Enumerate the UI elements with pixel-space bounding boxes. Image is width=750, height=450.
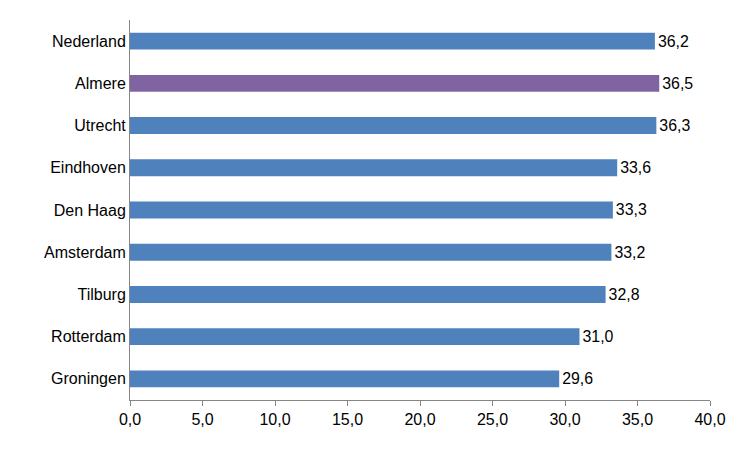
svg-text:30,0: 30,0 [549,411,580,428]
svg-text:Rotterdam: Rotterdam [51,328,126,345]
svg-text:Nederland: Nederland [52,33,126,50]
svg-text:36,3: 36,3 [659,117,690,134]
svg-text:32,8: 32,8 [609,286,640,303]
svg-text:Eindhoven: Eindhoven [50,159,126,176]
svg-text:5,0: 5,0 [191,411,213,428]
svg-text:Den Haag: Den Haag [54,202,126,219]
svg-text:35,0: 35,0 [622,411,653,428]
svg-text:36,5: 36,5 [662,75,693,92]
svg-text:40,0: 40,0 [694,411,725,428]
svg-text:29,6: 29,6 [562,370,593,387]
svg-text:0,0: 0,0 [119,411,141,428]
svg-text:Tilburg: Tilburg [77,286,125,303]
svg-text:Amsterdam: Amsterdam [44,244,126,261]
svg-text:Utrecht: Utrecht [74,117,126,134]
svg-text:33,2: 33,2 [614,244,645,261]
svg-text:31,0: 31,0 [583,328,614,345]
svg-text:33,6: 33,6 [620,159,651,176]
svg-text:15,0: 15,0 [332,411,363,428]
svg-text:33,3: 33,3 [616,201,647,218]
svg-text:20,0: 20,0 [404,411,435,428]
svg-text:36,2: 36,2 [658,33,689,50]
svg-text:25,0: 25,0 [477,411,508,428]
svg-text:Almere: Almere [75,75,126,92]
svg-text:Groningen: Groningen [51,370,126,387]
svg-text:10,0: 10,0 [259,411,290,428]
